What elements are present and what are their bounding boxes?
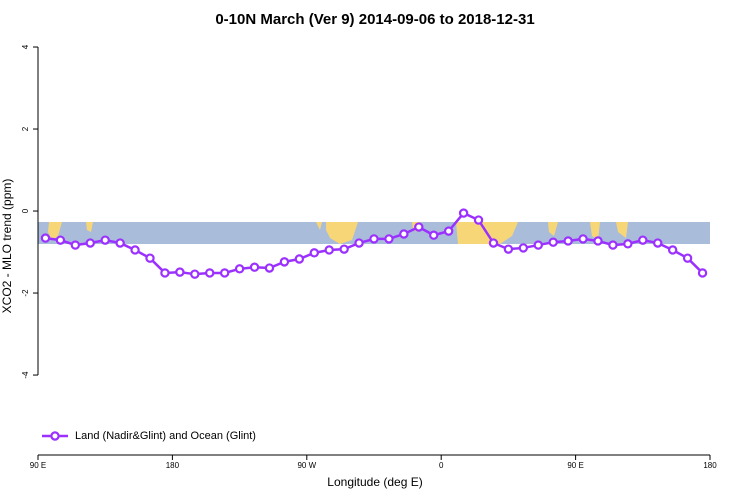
x-axis-label: Longitude (deg E) <box>327 475 422 489</box>
x-tick-label: 0 <box>439 461 444 470</box>
data-point <box>249 262 260 272</box>
data-point <box>324 245 334 255</box>
x-tick-label: 180 <box>166 461 180 470</box>
data-point <box>234 264 245 274</box>
data-point <box>294 254 305 264</box>
y-tick-label: -2 <box>21 289 30 297</box>
data-point <box>458 208 469 218</box>
y-tick-label: 0 <box>21 208 30 213</box>
data-point <box>264 263 275 273</box>
y-tick-label: 2 <box>21 126 30 131</box>
data-point <box>339 244 349 254</box>
data-point <box>175 267 185 277</box>
data-point <box>682 253 693 263</box>
chart-title: 0-10N March (Ver 9) 2014-09-06 to 2018-1… <box>215 11 534 28</box>
data-point <box>638 235 648 245</box>
data-point <box>145 253 155 263</box>
data-point <box>473 215 484 225</box>
data-point <box>85 238 95 248</box>
data-point <box>593 236 603 246</box>
y-tick-label: -4 <box>21 371 30 379</box>
data-point <box>623 239 633 249</box>
x-tick-label: 90 W <box>297 461 316 470</box>
y-tick-label: 4 <box>21 44 30 49</box>
legend-label: Land (Nadir&Glint) and Ocean (Glint) <box>75 430 256 442</box>
data-point <box>70 240 81 250</box>
map-strip <box>38 222 710 244</box>
x-tick-label: 90 E <box>30 461 46 470</box>
data-point <box>55 235 66 245</box>
data-point <box>563 236 573 246</box>
data-point <box>384 234 394 244</box>
ocean-band <box>38 222 710 244</box>
data-point <box>697 268 708 278</box>
data-point <box>115 238 125 248</box>
data-point <box>279 257 290 267</box>
legend-marker <box>50 431 60 441</box>
data-point <box>219 268 230 278</box>
data-point <box>667 245 678 255</box>
data-point <box>608 240 618 250</box>
data-point <box>578 234 588 244</box>
data-point <box>443 226 454 236</box>
data-point <box>503 244 514 254</box>
data-point <box>414 222 424 232</box>
x-tick-label: 90 E <box>567 461 583 470</box>
data-point <box>518 243 529 253</box>
data-point <box>205 268 215 278</box>
data-point <box>160 268 170 278</box>
land-shapes <box>48 222 628 244</box>
data-point <box>40 233 51 243</box>
x-tick-label: 180 <box>703 461 717 470</box>
data-point <box>488 238 499 248</box>
y-axis-label: XCO2 - MLO trend (ppm) <box>0 179 14 314</box>
data-point <box>533 240 543 250</box>
data-point <box>100 235 110 245</box>
data-point <box>190 269 200 279</box>
data-point <box>429 230 439 240</box>
data-point <box>653 238 663 248</box>
data-point <box>354 238 364 248</box>
data-point <box>399 229 409 239</box>
data-point <box>130 245 140 255</box>
data-point <box>369 234 379 244</box>
data-point <box>309 248 319 258</box>
data-point <box>548 237 558 247</box>
